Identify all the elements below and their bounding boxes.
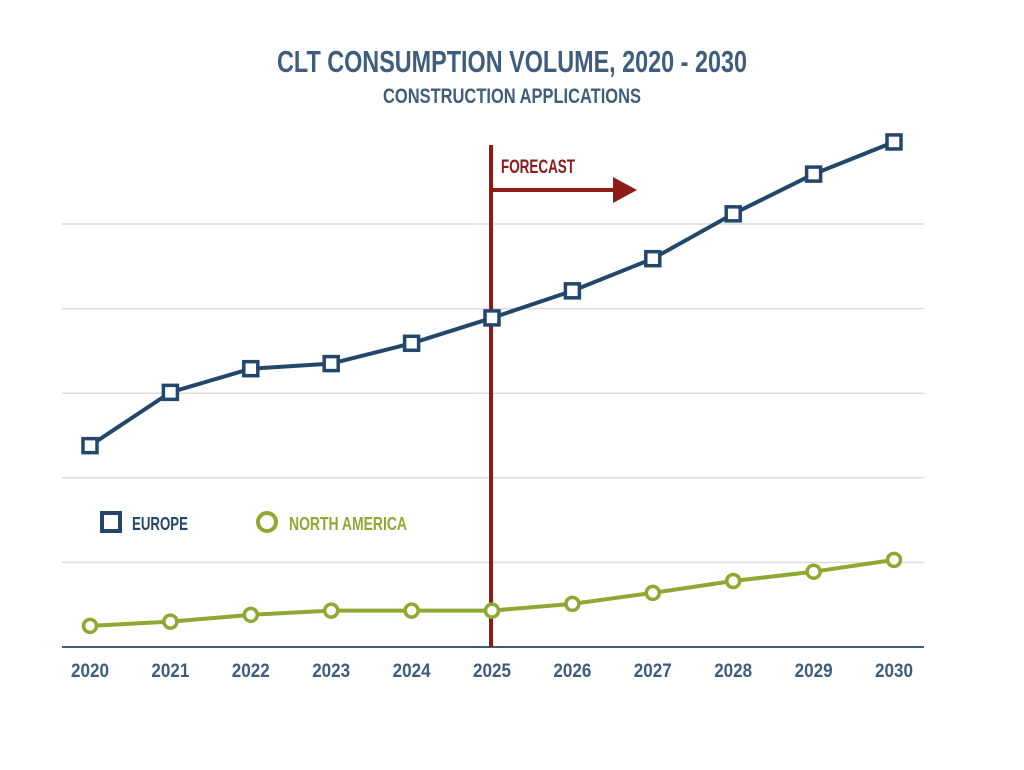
data-point: [242, 606, 260, 624]
data-point: [81, 436, 99, 455]
x-tick-label: 2027: [634, 661, 672, 682]
x-tick-label: 2024: [393, 661, 431, 682]
x-tick-label: 2028: [714, 661, 752, 682]
x-tick-label: 2020: [71, 661, 109, 682]
data-point: [644, 249, 662, 268]
chart-title: CLT CONSUMPTION VOLUME, 2020 - 2030: [277, 44, 747, 79]
forecast-label: FORECAST: [501, 157, 575, 178]
data-point: [162, 613, 179, 630]
legend-north-america-marker: [256, 511, 278, 533]
x-tick-label: 2023: [312, 661, 350, 682]
legend: EUROPE NORTH AMERICA: [100, 511, 407, 534]
legend-north-america-label: NORTH AMERICA: [289, 514, 407, 534]
data-point: [81, 617, 99, 635]
data-point: [724, 205, 742, 223]
legend-europe-marker: [100, 511, 122, 533]
series-europe: [81, 133, 903, 455]
x-tick-label: 2029: [795, 661, 833, 682]
data-point: [161, 383, 180, 402]
data-point: [322, 354, 340, 373]
data-point: [563, 282, 582, 300]
data-point: [322, 602, 340, 619]
x-tick-label: 2022: [232, 661, 270, 682]
x-tick-label: 2021: [151, 661, 189, 682]
data-point: [885, 133, 903, 151]
x-tick-label: 2025: [473, 661, 511, 682]
data-point: [483, 602, 501, 619]
x-tick-label: 2030: [875, 661, 913, 682]
x-tick-label: 2026: [553, 661, 591, 682]
data-point: [483, 309, 501, 327]
chart-subtitle: CONSTRUCTION APPLICATIONS: [383, 85, 641, 108]
data-point: [724, 572, 742, 590]
data-point: [644, 584, 662, 602]
data-point: [805, 563, 822, 580]
series-north-america: [81, 551, 903, 635]
data-point: [242, 359, 260, 378]
legend-europe-label: EUROPE: [132, 514, 188, 534]
data-point: [804, 165, 823, 183]
data-point: [402, 334, 421, 353]
forecast-arrow-icon: [613, 177, 637, 203]
data-point: [403, 602, 420, 619]
data-point: [564, 595, 581, 613]
forecast-annotation: FORECAST: [489, 145, 637, 647]
data-point: [885, 551, 903, 569]
